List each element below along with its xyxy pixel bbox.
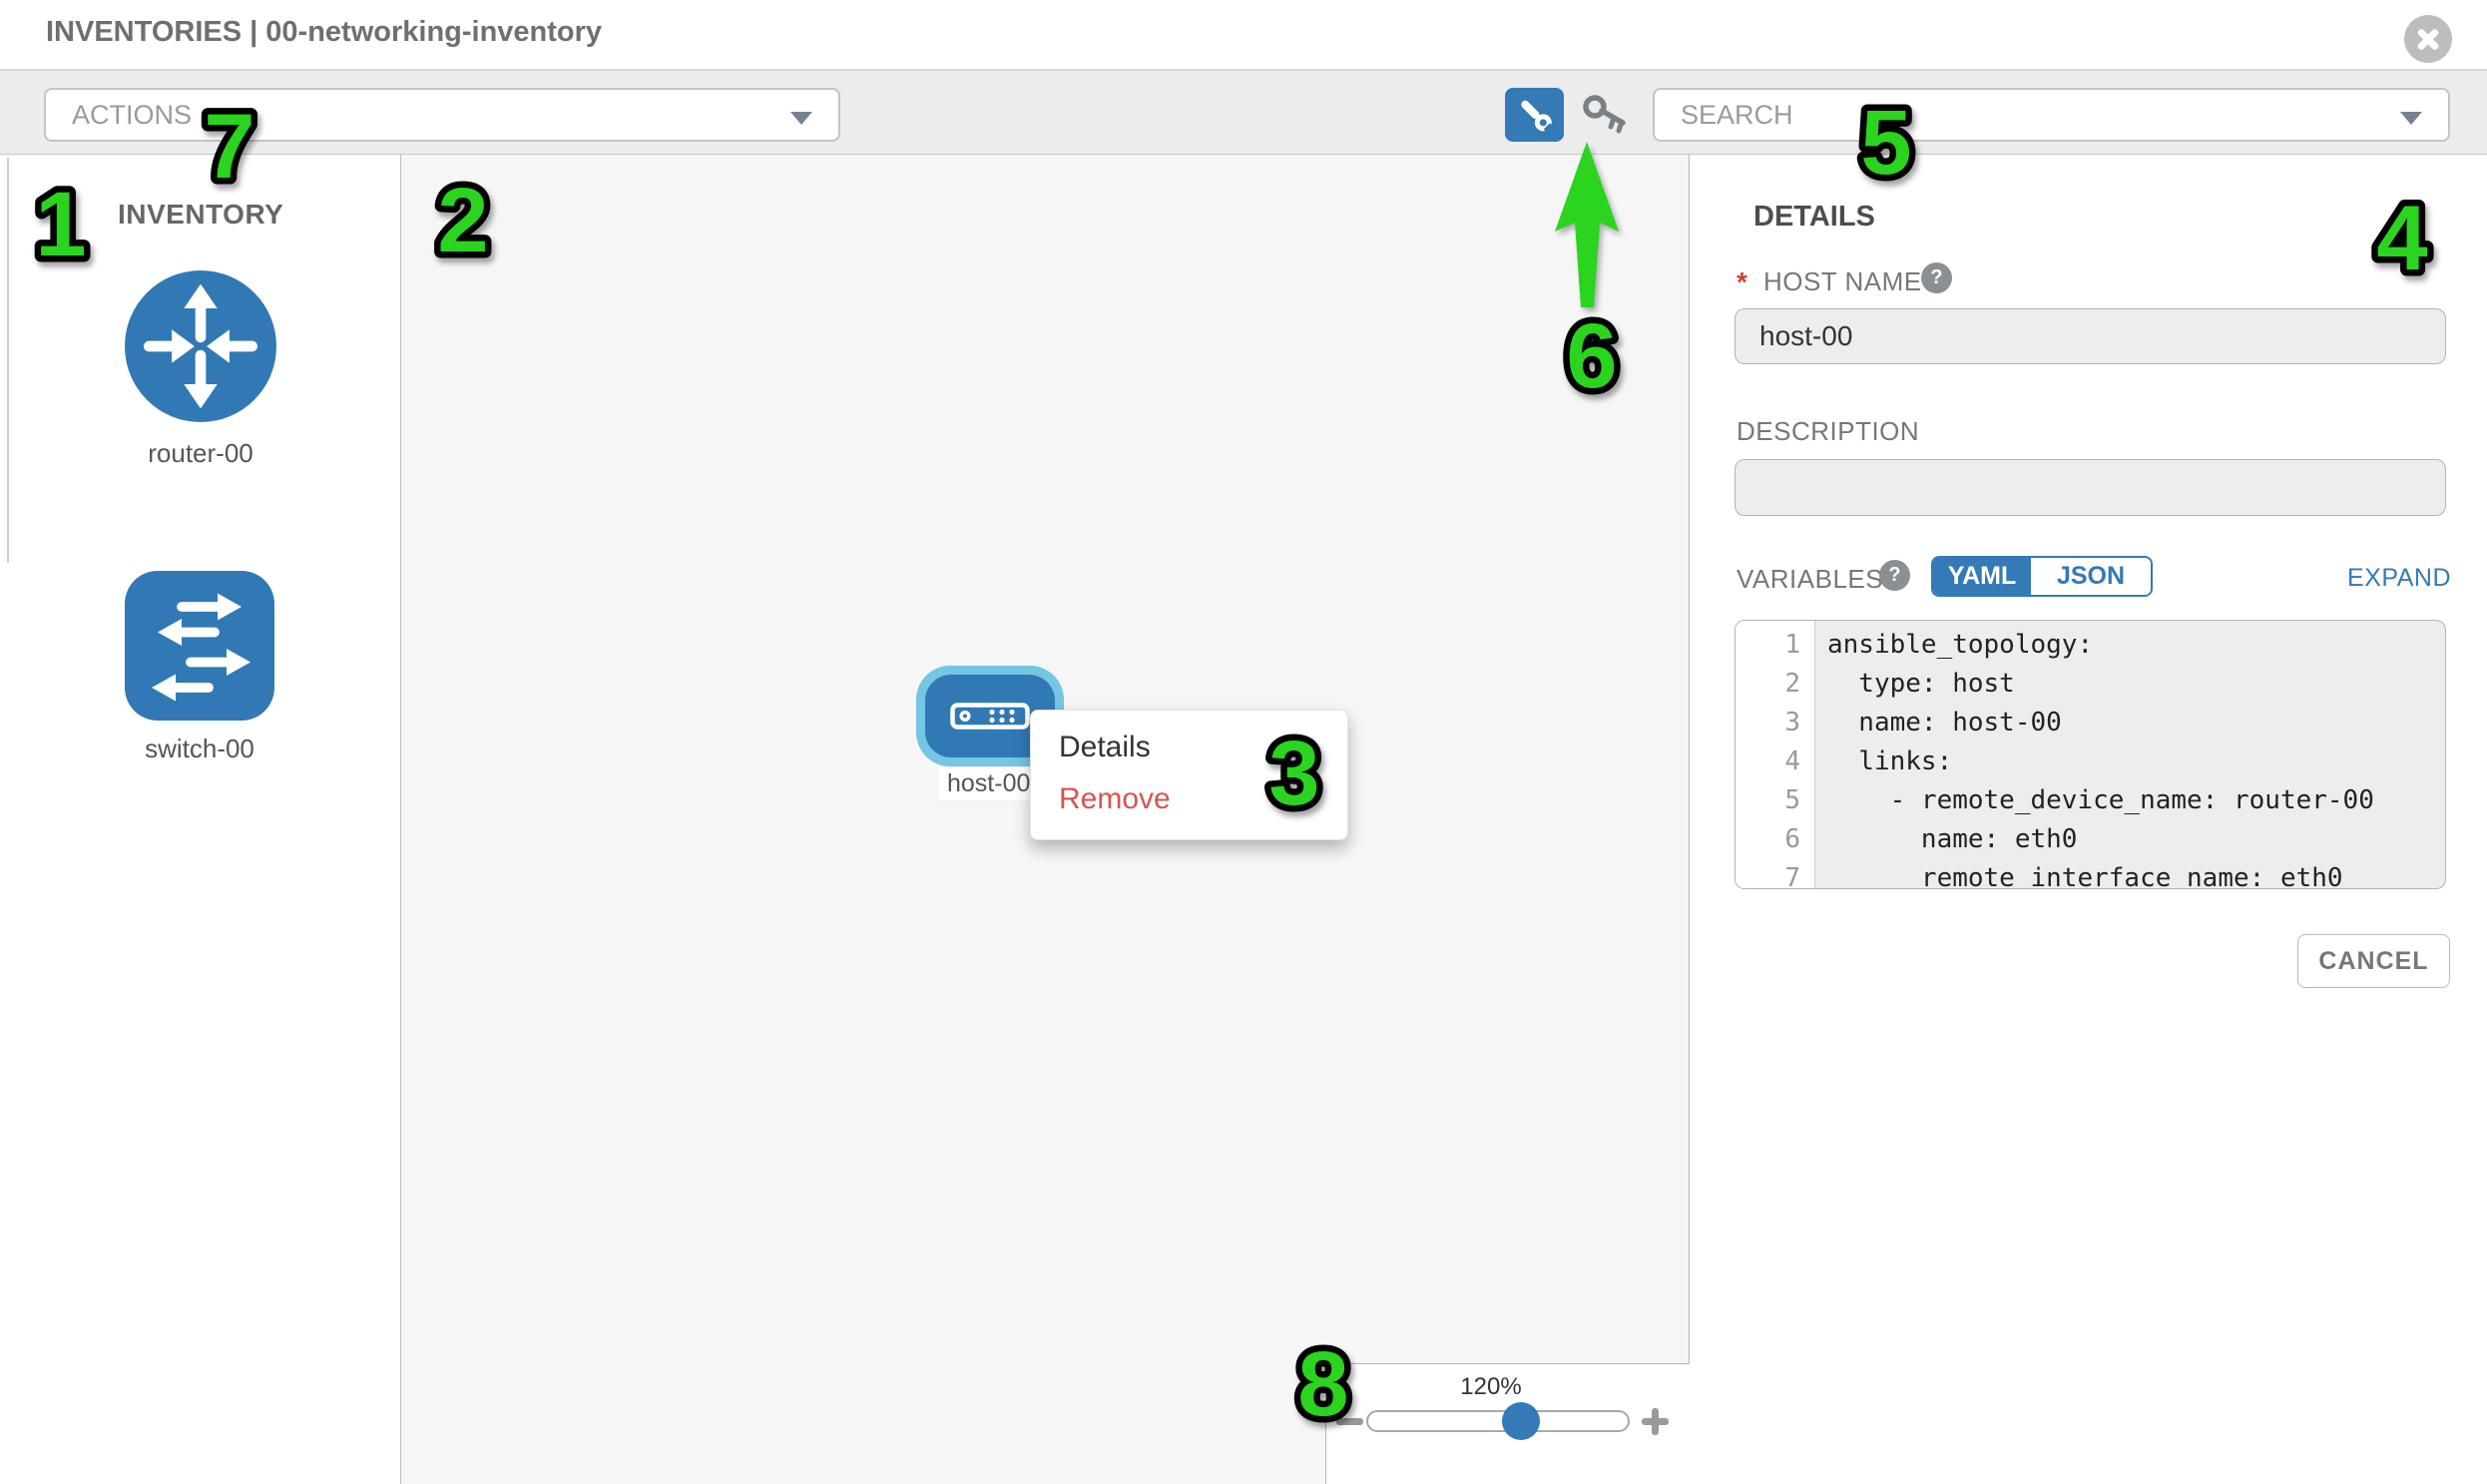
key-icon-glyph — [1583, 95, 1626, 134]
variables-code-editor: 1 2 3 4 5 6 7 ansible_topology: type: ho… — [1735, 620, 2446, 889]
line-number: 1 — [1784, 630, 1800, 660]
code-line: name: eth0 — [1827, 824, 2078, 854]
zoom-slider-thumb[interactable] — [1502, 1402, 1540, 1440]
topology-canvas[interactable]: host-00 Details Remove 120% — [401, 155, 1691, 1484]
wrench-icon — [1521, 100, 1556, 135]
switch-icon — [125, 571, 274, 721]
editor-code-area[interactable]: ansible_topology: type: host name: host-… — [1815, 621, 2445, 888]
sidebar-item-switch-label: switch-00 — [145, 734, 254, 763]
inventory-sidebar: INVENTORY router-00 — [0, 155, 401, 1484]
close-icon[interactable] — [2404, 15, 2452, 63]
description-input[interactable] — [1735, 459, 2446, 516]
chevron-down-icon — [790, 112, 812, 125]
details-panel-title: DETAILS — [1753, 201, 1875, 233]
host-name-help-icon[interactable]: ? — [1921, 262, 1952, 293]
code-line: remote_interface_name: eth0 — [1827, 863, 2343, 889]
variables-label: VARIABLES — [1737, 564, 1884, 594]
variables-format-toggle: YAML JSON — [1931, 556, 2153, 597]
details-panel: DETAILS * HOST NAME ? DESCRIPTION VARIAB… — [1690, 155, 2487, 1484]
code-line: - remote_device_name: router-00 — [1827, 785, 2374, 815]
host-icon — [950, 703, 1030, 730]
sidebar-item-switch[interactable] — [123, 571, 276, 721]
tab-json[interactable]: JSON — [2031, 558, 2151, 595]
zoom-out-icon[interactable] — [1336, 1418, 1363, 1425]
tab-yaml[interactable]: YAML — [1933, 558, 2031, 595]
toolbar: ACTIONS SEARCH — [0, 71, 2487, 155]
expand-link[interactable]: EXPAND — [2347, 564, 2451, 592]
line-number: 6 — [1784, 824, 1800, 854]
line-number: 7 — [1784, 863, 1800, 889]
actions-dropdown-label: ACTIONS — [72, 100, 193, 130]
host-name-input[interactable] — [1735, 308, 2446, 364]
app-header: INVENTORIES | 00-networking-inventory — [0, 0, 2487, 71]
search-dropdown[interactable]: SEARCH — [1653, 88, 2450, 142]
code-line: links: — [1827, 746, 1953, 776]
line-number: 4 — [1784, 746, 1800, 776]
line-number: 3 — [1784, 708, 1800, 738]
line-number: 5 — [1784, 785, 1800, 815]
search-dropdown-label: SEARCH — [1681, 100, 1793, 130]
zoom-level-value: 120% — [1460, 1373, 1522, 1400]
context-menu: Details Remove — [1030, 710, 1348, 840]
toggle-toolbox-button[interactable] — [1505, 88, 1564, 142]
host-node-label: host-00 — [938, 767, 1040, 800]
description-label: DESCRIPTION — [1737, 416, 1920, 446]
host-name-label: HOST NAME — [1763, 266, 1922, 296]
context-menu-item-details[interactable]: Details — [1059, 731, 1151, 763]
zoom-control: 120% — [1325, 1363, 1691, 1484]
sidebar-item-router[interactable] — [125, 270, 276, 422]
router-icon — [125, 270, 276, 422]
chevron-down-icon — [2400, 112, 2422, 125]
sidebar-item-router-label: router-00 — [148, 438, 253, 468]
sidebar-title: INVENTORY — [118, 199, 284, 230]
page-title: INVENTORIES | 00-networking-inventory — [46, 16, 603, 48]
cancel-button[interactable]: CANCEL — [2297, 934, 2450, 988]
actions-dropdown[interactable]: ACTIONS — [44, 88, 840, 142]
zoom-slider-track[interactable] — [1366, 1410, 1630, 1432]
code-line: name: host-00 — [1827, 708, 2062, 738]
context-menu-item-remove[interactable]: Remove — [1059, 782, 1171, 815]
editor-gutter: 1 2 3 4 5 6 7 — [1736, 621, 1815, 888]
line-number: 2 — [1784, 669, 1800, 699]
plus-bar — [1652, 1408, 1659, 1435]
key-icon[interactable] — [1581, 93, 1629, 137]
sidebar-scroll-edge — [7, 158, 9, 563]
required-marker: * — [1737, 266, 1747, 297]
zoom-in-icon[interactable] — [1642, 1408, 1669, 1435]
code-line: ansible_topology: — [1827, 630, 2094, 660]
code-line: type: host — [1827, 669, 2015, 699]
variables-help-icon[interactable]: ? — [1879, 560, 1910, 591]
